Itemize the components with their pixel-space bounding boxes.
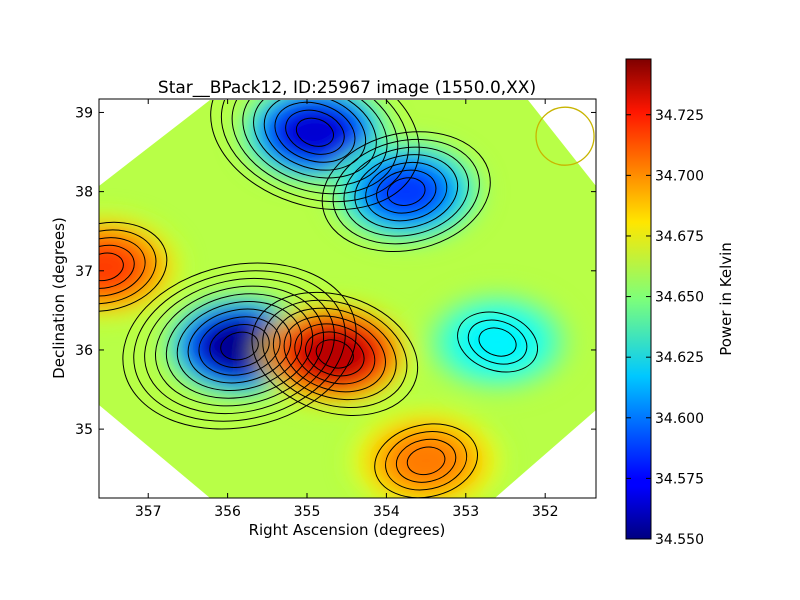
colorbar-tick-label: 34.650 xyxy=(655,290,704,306)
contour-0-7 xyxy=(154,285,325,407)
plot-area xyxy=(99,100,596,498)
contour-4-3 xyxy=(365,161,448,222)
y-tick-label: 37 xyxy=(75,264,93,280)
contour-1-1 xyxy=(315,339,354,369)
field-blob-2 xyxy=(99,244,137,290)
contour-1-5 xyxy=(272,307,397,401)
beam-marker xyxy=(535,106,595,166)
x-axis-ticks: 357 356 355 354 353 352 xyxy=(135,99,559,520)
contour-0-4 xyxy=(187,308,292,384)
contour-0-2 xyxy=(209,324,270,368)
contour-3-6 xyxy=(242,100,388,187)
colorbar-tick-label: 34.675 xyxy=(655,229,704,245)
contour-4-2 xyxy=(376,169,437,214)
contour-6-4 xyxy=(374,423,479,498)
contour-0-6 xyxy=(165,293,314,399)
contour-0-9 xyxy=(133,270,346,422)
y-tick-label: 36 xyxy=(75,343,93,359)
x-tick-label: 353 xyxy=(452,504,479,520)
colorbar-tick-label: 34.575 xyxy=(655,471,704,487)
contour-6-2 xyxy=(395,438,457,483)
colorbar-tick-label: 34.625 xyxy=(655,350,704,366)
contour-2-1 xyxy=(99,252,124,282)
contour-3-7 xyxy=(231,100,399,195)
colorbar-tick-label: 34.550 xyxy=(655,532,704,548)
colorbar-label: Power in Kelvin xyxy=(717,242,735,356)
colorbar-frame xyxy=(625,58,652,540)
y-tick-label: 35 xyxy=(75,422,93,438)
x-tick-label: 354 xyxy=(373,504,400,520)
contour-0-10 xyxy=(122,262,357,430)
contour-6-3 xyxy=(385,431,468,491)
contour-3-5 xyxy=(253,100,377,179)
contour-1-6 xyxy=(262,299,408,409)
heatmap-field xyxy=(99,100,596,498)
colorbar-tick-label: 34.725 xyxy=(655,108,704,124)
contour-2-3 xyxy=(99,237,146,297)
contour-6-1 xyxy=(406,446,446,476)
contour-4-5 xyxy=(343,146,470,237)
contour-4-4 xyxy=(354,154,459,229)
contour-1-2 xyxy=(305,331,365,377)
y-tick-label: 39 xyxy=(75,105,93,121)
colorbar-tick-label: 34.600 xyxy=(655,411,704,427)
contour-3-3 xyxy=(274,101,356,163)
colorbar-tick-label: 34.700 xyxy=(655,168,704,184)
field-blob-4 xyxy=(374,168,439,215)
x-axis-label: Right Ascension (degrees) xyxy=(249,521,446,539)
y-tick-label: 38 xyxy=(75,185,93,201)
contour-4-6 xyxy=(332,138,480,245)
field-blob-5 xyxy=(465,319,530,365)
contour-1-3 xyxy=(294,323,376,385)
x-tick-label: 352 xyxy=(532,504,559,520)
contour-3-1 xyxy=(295,117,334,147)
contour-4-1 xyxy=(386,177,426,206)
contour-2-2 xyxy=(99,244,135,289)
x-tick-label: 355 xyxy=(294,504,321,520)
field-blob-3 xyxy=(282,109,347,155)
contour-5-2 xyxy=(467,319,528,365)
contour-4-7 xyxy=(321,131,491,253)
contour-0-1 xyxy=(220,331,259,361)
x-tick-label: 356 xyxy=(214,504,241,520)
colorbar: 34.550 34.575 34.600 34.625 34.650 34.675 34.7… xyxy=(625,58,735,548)
plot-frame xyxy=(98,98,597,499)
contour-2-5 xyxy=(99,221,168,312)
colorbar-ticks: 34.550 34.575 34.600 34.625 34.650 34.675 34.7… xyxy=(626,108,704,548)
contour-lines xyxy=(99,100,539,498)
contour-1-4 xyxy=(283,315,386,393)
contour-1-7 xyxy=(251,291,419,416)
contour-5-3 xyxy=(457,311,539,373)
beam-circle xyxy=(535,106,595,166)
contour-0-8 xyxy=(144,277,335,415)
colorbar-gradient xyxy=(626,59,651,539)
contour-3-8 xyxy=(220,100,410,203)
x-tick-label: 357 xyxy=(135,504,162,520)
chart-title: Star__BPack12, ID:25967 image (1550.0,XX… xyxy=(158,78,536,98)
y-axis-ticks: 35 36 37 38 39 xyxy=(75,105,596,438)
contour-3-2 xyxy=(285,109,345,155)
contour-2-4 xyxy=(99,229,157,305)
contour-5-1 xyxy=(478,327,517,357)
contour-0-3 xyxy=(198,316,281,376)
field-blob-1 xyxy=(302,331,367,377)
contour-3-4 xyxy=(263,100,367,171)
contour-3-9 xyxy=(210,100,420,211)
field-blob-6 xyxy=(394,438,459,484)
y-axis-label: Declination (degrees) xyxy=(50,217,68,379)
